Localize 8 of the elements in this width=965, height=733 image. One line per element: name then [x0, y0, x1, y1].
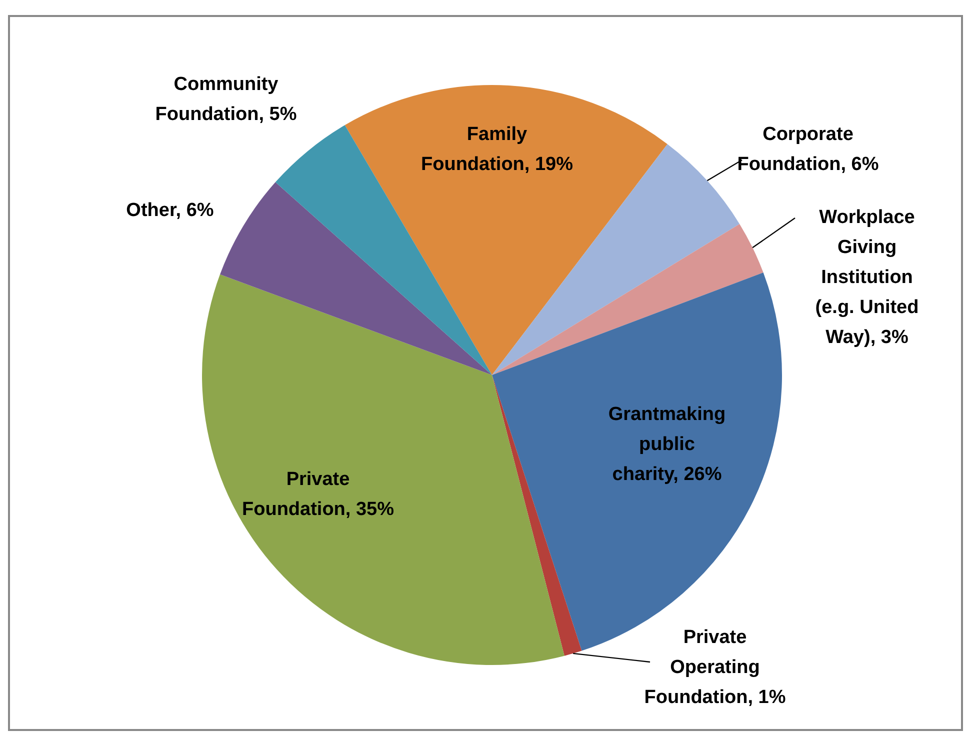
slice-label: Workplace Giving Institution (e.g. United Way), 3%: [815, 207, 919, 348]
slice-label: Family Foundation, 19%: [421, 124, 574, 176]
slice-label: Corporate Foundation, 6%: [737, 124, 879, 176]
slice-label: Other, 6%: [126, 200, 214, 222]
slice-label: Grantmaking public charity, 26%: [608, 404, 726, 486]
slice-label: Community Foundation, 5%: [155, 74, 297, 126]
slice-label: Private Operating Foundation, 1%: [644, 627, 786, 708]
slice-label: Private Foundation, 35%: [242, 469, 394, 520]
